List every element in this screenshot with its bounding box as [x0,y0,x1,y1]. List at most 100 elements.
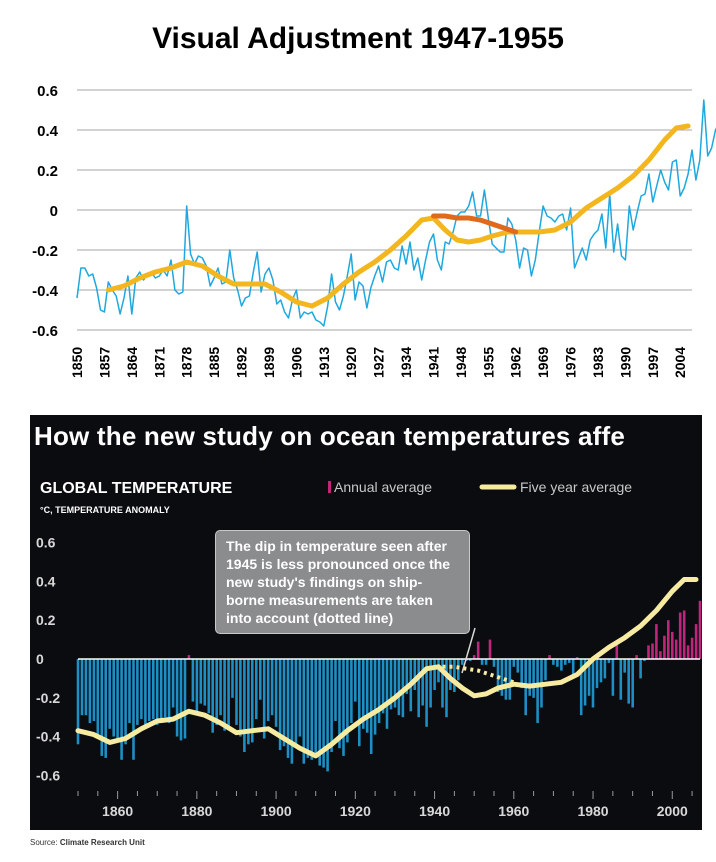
top-x-tick-label: 1850 [69,347,85,378]
annual-anomaly-bar [310,659,314,760]
annual-anomaly-bar [472,655,476,659]
bottom-chart: Annual average Five year average GLOBAL … [36,479,702,819]
annual-anomaly-bar [461,659,464,665]
annual-anomaly-bar [255,659,258,720]
top-x-tick-label: 1899 [261,347,277,378]
top-x-tick-label: 1885 [206,347,222,378]
top-y-tick-label: 0 [50,203,58,220]
annual-anomaly-bar [183,659,187,739]
top-x-tick-label: 1857 [96,347,112,378]
bottom-chart-panel: Annual average Five year average GLOBAL … [30,415,702,830]
annual-anomaly-bar [552,659,555,665]
annual-anomaly-bar [187,655,191,659]
annual-anomaly-bar [179,659,183,741]
annual-anomaly-bar [247,659,250,745]
annual-anomaly-bar [128,659,131,723]
annual-anomaly-bar [484,659,488,665]
annual-anomaly-bar [116,659,119,743]
annual-anomaly-bar [667,620,670,659]
annual-anomaly-bar [326,659,329,772]
top-y-tick-label: 0.6 [37,83,58,100]
annual-anomaly-bar [159,659,163,723]
top-x-tick-label: 1997 [645,347,661,378]
annual-anomaly-bar [171,659,175,708]
top-x-tick-label: 1934 [398,347,414,378]
annual-anomaly-bar [80,659,84,716]
bottom-chart-legend: Annual average Five year average [328,479,632,495]
annual-anomaly-bar [294,659,298,747]
annual-anomaly-bar [413,659,417,690]
bottom-chart-y-label: °C, TEMPERATURE ANOMALY [40,505,170,515]
bottom-x-tick-label: 1900 [261,803,292,819]
annual-anomaly-bar [155,659,159,725]
annual-anomaly-bar [532,659,535,698]
annual-anomaly-bar [425,659,428,727]
top-x-tick-label: 1948 [453,347,469,378]
annual-anomaly-bar [354,659,357,702]
top-x-tick-label: 1962 [508,347,524,378]
bottom-y-tick-label: -0.4 [36,729,60,745]
top-x-tick-label: 1878 [179,347,195,378]
top-x-tick-label: 2004 [672,347,688,378]
annual-anomaly-bar [227,659,230,729]
top-x-tick-label: 1906 [288,347,304,378]
top-y-tick-label: -0.6 [32,323,58,340]
annual-anomaly-bar [568,659,571,663]
top-chart: 0.60.40.20-0.2-0.4-0.6 1850 1857 1864 1871 1… [32,83,716,378]
annual-anomaly-bar [663,635,666,659]
annual-anomaly-bar [603,659,607,679]
annual-anomaly-bar [120,659,123,760]
annual-anomaly-bar [215,659,218,725]
annual-anomaly-bar [191,659,195,702]
annual-anomaly-bar [441,659,444,708]
annual-anomaly-bar [457,659,460,681]
adjusted-dotted-line [442,664,515,685]
annual-anomaly-bar [449,659,452,690]
top-chart-x-axis: 1850 1857 1864 1871 1878 1885 1892 1899 1906 1913… [69,347,688,378]
bottom-x-tick-label: 1960 [498,803,529,819]
annual-anomaly-bar [560,659,563,671]
annual-anomaly-bar [302,659,306,764]
annual-anomaly-bar [480,659,484,665]
annual-anomaly-bar [512,659,516,667]
annual-anomaly-bar [140,659,143,720]
annual-anomaly-bar [96,659,100,735]
top-x-tick-label: 1892 [234,347,250,378]
annual-anomaly-bar [259,659,262,700]
annual-anomaly-bar [377,659,381,723]
annual-anomaly-bar [322,659,325,768]
annual-anomaly-bar [548,655,551,659]
annual-anomaly-bar [468,659,472,661]
top-y-tick-label: -0.2 [32,243,58,260]
bottom-chart-y-axis: 0.6 0.4 0.2 0 -0.2 -0.4 -0.6 [36,535,60,784]
top-x-tick-label: 1976 [563,347,579,378]
annual-anomaly-bar [152,659,155,720]
annual-anomaly-bar [195,659,199,712]
annual-anomaly-bar [124,659,127,745]
annual-anomaly-bar [211,659,214,733]
annual-anomaly-bar [314,659,317,758]
annual-anomaly-bar [362,659,365,729]
annual-anomaly-bar [393,659,397,708]
annual-anomaly-bar [318,659,321,766]
bottom-x-tick-label: 1980 [577,803,608,819]
source-credit: Source: Climate Research Unit [30,838,145,847]
annual-anomaly-bar [239,659,242,737]
top-x-tick-label: 1864 [124,347,140,378]
annual-anomaly-bar [346,659,349,743]
annual-anomaly-bar [144,659,147,727]
annual-anomaly-bar [651,643,654,659]
annual-anomaly-bar [92,659,96,721]
annual-anomaly-bar [445,659,448,718]
annual-anomaly-bar [520,659,523,689]
annual-anomaly-bar [84,659,88,716]
annual-anomaly-bar [290,659,294,764]
annual-anomaly-bar [599,659,603,683]
bottom-y-tick-label: -0.6 [36,767,60,783]
annual-anomaly-bar [350,659,353,723]
annual-anomaly-bar [358,659,361,747]
bottom-x-tick-label: 2000 [657,803,688,819]
top-x-tick-label: 1969 [535,347,551,378]
bottom-x-tick-label: 1920 [340,803,371,819]
bottom-y-tick-label: 0.6 [36,535,56,551]
